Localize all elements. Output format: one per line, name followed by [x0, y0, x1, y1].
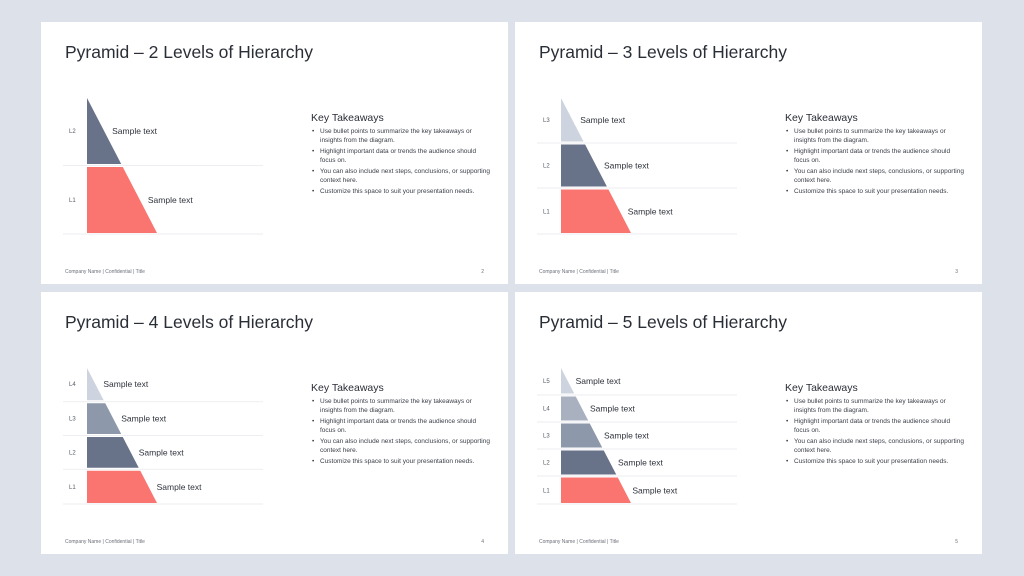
level-tag: L2	[69, 450, 76, 456]
takeaway-item: Highlight important data or trends the a…	[785, 148, 965, 165]
pyramid-level-l4	[561, 396, 589, 421]
pyramid-diagram: L2 Sample text L1 Sample text	[63, 98, 263, 235]
level-tag: L3	[543, 434, 550, 440]
takeaway-item: You can also include next steps, conclus…	[311, 168, 491, 185]
footer-text: Company Name | Confidential | Title	[539, 539, 619, 545]
slide-4-levels: Pyramid – 4 Levels of Hierarchy L4 Sample…	[41, 292, 508, 554]
level-label: Sample text	[580, 115, 626, 125]
key-takeaways-title: Key Takeaways	[311, 112, 384, 124]
footer-text: Company Name | Confidential | Title	[65, 269, 145, 275]
takeaway-item: Customize this space to suit your presen…	[785, 188, 965, 197]
takeaways-list: Use bullet points to summarize the key t…	[311, 398, 491, 467]
pyramid-level-l5	[561, 368, 575, 394]
page-number: 5	[955, 539, 958, 545]
level-label: Sample text	[576, 376, 622, 386]
level-label: Sample text	[112, 126, 158, 136]
level-tag: L2	[543, 461, 550, 467]
level-label: Sample text	[157, 482, 203, 492]
level-tag: L1	[69, 485, 76, 491]
footer-text: Company Name | Confidential | Title	[65, 539, 145, 545]
takeaway-item: Customize this space to suit your presen…	[311, 458, 491, 467]
level-label: Sample text	[604, 161, 650, 171]
level-tag: L4	[543, 407, 550, 413]
pyramid-level-l1	[561, 189, 631, 233]
pyramid-level-l2	[561, 450, 617, 475]
level-label: Sample text	[628, 206, 674, 216]
level-tag: L1	[543, 209, 550, 215]
level-label: Sample text	[121, 414, 167, 424]
key-takeaways: Key Takeaways Use bullet points to summa…	[785, 382, 965, 470]
level-label: Sample text	[618, 458, 664, 468]
takeaway-item: You can also include next steps, conclus…	[785, 438, 965, 455]
slide-title: Pyramid – 5 Levels of Hierarchy	[539, 312, 788, 332]
pyramid-level-l3	[87, 403, 122, 434]
pyramid-level-l4	[87, 368, 104, 401]
takeaways-list: Use bullet points to summarize the key t…	[785, 128, 965, 197]
takeaway-item: You can also include next steps, conclus…	[785, 168, 965, 185]
takeaway-item: Use bullet points to summarize the key t…	[311, 398, 491, 415]
level-label: Sample text	[139, 447, 185, 457]
pyramid-level-l1	[87, 167, 157, 233]
pyramid-diagram: L5 Sample text L4 Sample text L3 Sample text L…	[537, 368, 737, 505]
key-takeaways-title: Key Takeaways	[785, 112, 858, 124]
key-takeaways: Key Takeaways Use bullet points to summa…	[311, 382, 491, 470]
takeaway-item: Highlight important data or trends the a…	[785, 418, 965, 435]
pyramid-level-l2	[561, 144, 607, 187]
pyramid-diagram: L3 Sample text L2 Sample text L1 Sample text	[537, 98, 737, 235]
level-tag: L3	[543, 118, 550, 124]
slide-5-levels: Pyramid – 5 Levels of Hierarchy L5 Sample…	[515, 292, 982, 554]
page-number: 2	[481, 269, 484, 275]
slide-title: Pyramid – 4 Levels of Hierarchy	[65, 312, 314, 332]
takeaway-item: Use bullet points to summarize the key t…	[785, 398, 965, 415]
level-label: Sample text	[590, 404, 636, 414]
takeaway-item: Highlight important data or trends the a…	[311, 148, 491, 165]
level-label: Sample text	[148, 195, 194, 205]
level-tag: L5	[543, 379, 550, 385]
slide-title: Pyramid – 3 Levels of Hierarchy	[539, 42, 788, 62]
slide-title: Pyramid – 2 Levels of Hierarchy	[65, 42, 314, 62]
takeaways-list: Use bullet points to summarize the key t…	[311, 128, 491, 197]
takeaway-item: Use bullet points to summarize the key t…	[311, 128, 491, 145]
level-label: Sample text	[632, 485, 678, 495]
level-tag: L1	[543, 488, 550, 494]
pyramid-level-l2	[87, 437, 139, 468]
key-takeaways-title: Key Takeaways	[785, 382, 858, 394]
pyramid-level-l1	[87, 470, 157, 503]
pyramid-level-l1	[561, 477, 631, 503]
page-number: 4	[481, 539, 484, 545]
pyramid-diagram: L4 Sample text L3 Sample text L2 Sample text L…	[63, 368, 263, 505]
level-tag: L1	[69, 198, 76, 204]
page-number: 3	[955, 269, 958, 275]
level-tag: L4	[69, 382, 76, 388]
takeaway-item: Use bullet points to summarize the key t…	[785, 128, 965, 145]
level-tag: L2	[69, 129, 76, 135]
pyramid-level-l3	[561, 423, 603, 448]
key-takeaways-title: Key Takeaways	[311, 382, 384, 394]
takeaway-item: You can also include next steps, conclus…	[311, 438, 491, 455]
takeaway-item: Customize this space to suit your presen…	[311, 188, 491, 197]
level-tag: L2	[543, 164, 550, 170]
level-tag: L3	[69, 417, 76, 423]
slide-3-levels: Pyramid – 3 Levels of Hierarchy L3 Sample…	[515, 22, 982, 284]
takeaway-item: Customize this space to suit your presen…	[785, 458, 965, 467]
takeaway-item: Highlight important data or trends the a…	[311, 418, 491, 435]
level-label: Sample text	[103, 379, 149, 389]
footer-text: Company Name | Confidential | Title	[539, 269, 619, 275]
key-takeaways: Key Takeaways Use bullet points to summa…	[311, 112, 491, 200]
slide-2-levels: Pyramid – 2 Levels of Hierarchy L2 Sample…	[41, 22, 508, 284]
takeaways-list: Use bullet points to summarize the key t…	[785, 398, 965, 467]
key-takeaways: Key Takeaways Use bullet points to summa…	[785, 112, 965, 200]
level-label: Sample text	[604, 431, 650, 441]
